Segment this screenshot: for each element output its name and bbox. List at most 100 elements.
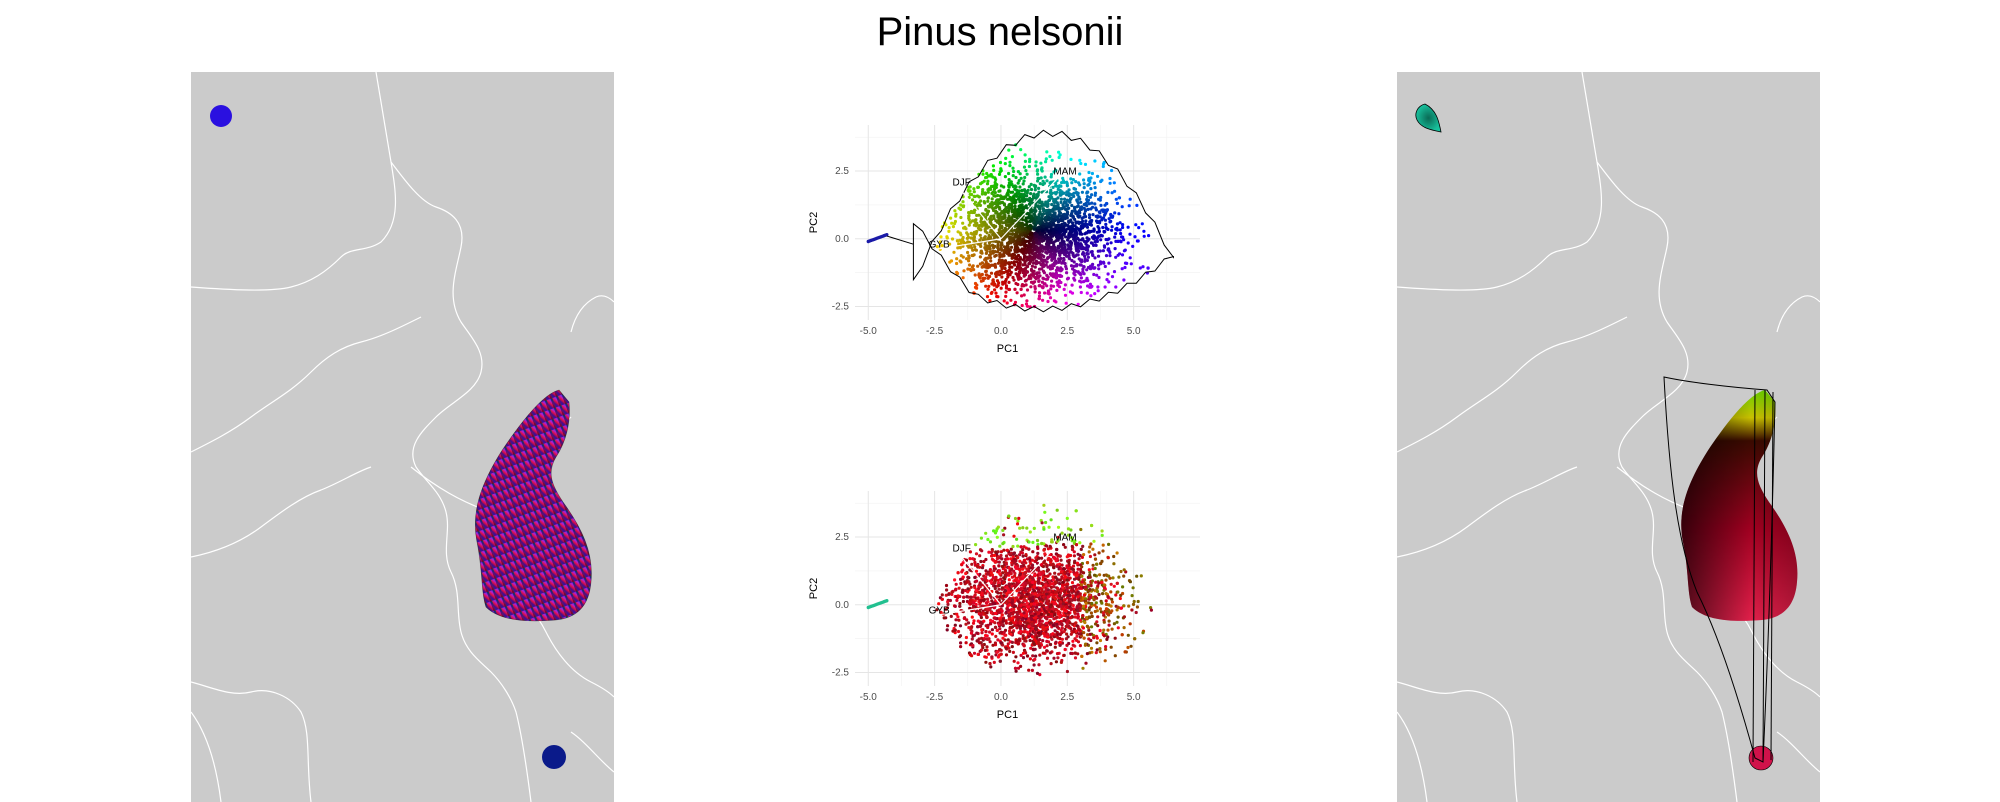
scatter-point xyxy=(1043,182,1046,185)
scatter-point xyxy=(1021,548,1024,551)
scatter-point xyxy=(962,276,965,279)
scatter-point xyxy=(1079,227,1082,230)
scatter-point xyxy=(1012,279,1015,282)
scatter-point xyxy=(1034,648,1037,651)
scatter-point xyxy=(991,644,994,647)
scatter-point xyxy=(1007,591,1010,594)
scatter-point xyxy=(1070,181,1073,184)
scatter-point xyxy=(975,230,978,233)
scatter-point xyxy=(1036,545,1039,548)
scatter-point xyxy=(1001,586,1004,589)
scatter-point xyxy=(1004,263,1007,266)
y-tick-label: -2.5 xyxy=(832,301,850,312)
scatter-point xyxy=(1001,637,1004,640)
scatter-point xyxy=(991,197,994,200)
scatter-point xyxy=(989,619,992,622)
scatter-point xyxy=(1023,193,1026,196)
scatter-point xyxy=(1076,562,1079,565)
scatter-point xyxy=(1003,299,1006,302)
scatter-point xyxy=(1014,193,1017,196)
scatter-point xyxy=(980,631,983,634)
scatter-point xyxy=(1087,589,1090,592)
scatter-point xyxy=(1094,192,1097,195)
scatter-point xyxy=(1073,554,1076,557)
scatter-point xyxy=(1106,242,1109,245)
scatter-point xyxy=(1054,205,1057,208)
scatter-point xyxy=(1071,545,1074,548)
scatter-point xyxy=(950,222,953,225)
scatter-point xyxy=(1014,655,1017,658)
scatter-point xyxy=(1012,170,1015,173)
scatter-point xyxy=(1099,650,1102,653)
scatter-point xyxy=(1102,261,1105,264)
scatter-point xyxy=(1045,150,1048,153)
scatter-point xyxy=(1038,654,1041,657)
scatter-point xyxy=(1076,613,1079,616)
scatter-point xyxy=(1108,620,1111,623)
scatter-point xyxy=(952,251,955,254)
scatter-point xyxy=(1092,564,1095,567)
scatter-point xyxy=(1027,189,1030,192)
scatter-point xyxy=(1036,539,1039,542)
scatter-point xyxy=(992,280,995,283)
scatter-point xyxy=(1018,568,1021,571)
scatter-point xyxy=(966,251,969,254)
scatter-point xyxy=(1079,162,1082,165)
scatter-point xyxy=(976,565,979,568)
scatter-point xyxy=(1075,635,1078,638)
scatter-point xyxy=(993,188,996,191)
scatter-point xyxy=(1031,550,1034,553)
scatter-point xyxy=(1137,239,1140,242)
scatter-point xyxy=(1008,224,1011,227)
scatter-point xyxy=(1090,611,1093,614)
scatter-point xyxy=(990,272,993,275)
scatter-point xyxy=(1008,161,1011,164)
scatter-point xyxy=(1060,570,1063,573)
scatter-point xyxy=(1107,272,1110,275)
scatter-point xyxy=(1104,648,1107,651)
scatter-point xyxy=(1025,279,1028,282)
scatter-point xyxy=(1077,568,1080,571)
scatter-point xyxy=(1022,652,1025,655)
scatter-point xyxy=(1056,557,1059,560)
hull-link xyxy=(887,236,914,244)
scatter-point xyxy=(972,622,975,625)
scatter-point xyxy=(1102,210,1105,213)
scatter-point xyxy=(984,634,987,637)
scatter-point xyxy=(1051,159,1054,162)
scatter-point xyxy=(983,655,986,658)
scatter-point xyxy=(1084,662,1087,665)
scatter-point xyxy=(1037,205,1040,208)
scatter-point xyxy=(965,641,968,644)
scatter-point xyxy=(958,602,961,605)
scatter-point xyxy=(991,558,994,561)
scatter-point xyxy=(1050,593,1053,596)
scatter-point xyxy=(1082,252,1085,255)
scatter-point xyxy=(1086,292,1089,295)
scatter-point xyxy=(999,201,1002,204)
scatter-point xyxy=(1118,196,1121,199)
scatter-point xyxy=(992,194,995,197)
scatter-point xyxy=(1029,210,1032,213)
scatter-point xyxy=(1046,636,1049,639)
scatter-point xyxy=(1046,240,1049,243)
scatter-point xyxy=(1091,206,1094,209)
scatter-point xyxy=(1097,289,1100,292)
scatter-point xyxy=(1108,217,1111,220)
scatter-point xyxy=(1110,646,1113,649)
scatter-point xyxy=(1034,560,1037,563)
scatter-point xyxy=(1048,211,1051,214)
scatter-point xyxy=(1051,253,1054,256)
scatter-point xyxy=(1097,255,1100,258)
scatter-point xyxy=(1049,287,1052,290)
scatter-point xyxy=(1147,234,1150,237)
scatter-point xyxy=(1119,597,1122,600)
scatter-point xyxy=(1007,184,1010,187)
scatter-point xyxy=(981,566,984,569)
scatter-point xyxy=(1002,533,1005,536)
scatter-point xyxy=(1026,230,1029,233)
scatter-point xyxy=(1086,184,1089,187)
scatter-point xyxy=(1014,215,1017,218)
scatter-point xyxy=(1067,527,1070,530)
scatter-point xyxy=(1117,576,1120,579)
